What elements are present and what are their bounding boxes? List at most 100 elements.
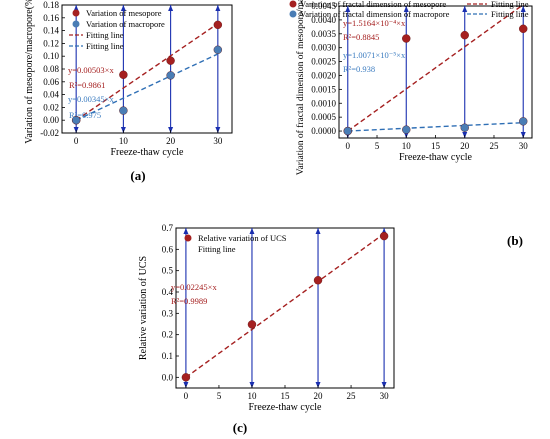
data-point-series1 xyxy=(460,123,469,132)
y-axis-label: Variation of fractal dimension of mesopo… xyxy=(295,0,306,175)
y-tick-label: 0.0040 xyxy=(311,15,336,25)
legend: Variation of fractal dimension of mesopo… xyxy=(289,0,529,19)
legend-marker xyxy=(289,0,297,8)
x-axis-label: Freeze-thaw cycle xyxy=(248,402,322,413)
x-tick-label: 20 xyxy=(314,391,324,401)
y-tick-label: 0.0035 xyxy=(311,29,336,39)
arrow-up-icon xyxy=(315,228,321,234)
panel-label: (c) xyxy=(233,420,247,435)
y-tick-label: -0.02 xyxy=(40,128,59,138)
y-axis-label: Relative variation of UCS xyxy=(138,256,149,360)
y-tick-label: 0.0000 xyxy=(311,126,336,136)
legend-label: Fitting line xyxy=(86,41,124,51)
fitting-line-1 xyxy=(75,53,219,121)
x-tick-label: 10 xyxy=(247,391,257,401)
panel-label: (a) xyxy=(130,168,145,183)
legend-marker xyxy=(289,10,297,18)
legend-label: Relative variation of UCS xyxy=(198,233,287,243)
fitting-line-1 xyxy=(347,121,524,132)
legend-label: Variation of macropore xyxy=(86,19,165,29)
y-tick-label: 0.0025 xyxy=(311,57,336,67)
y-tick-label: 0.02 xyxy=(43,102,59,112)
data-point-series1 xyxy=(402,125,411,134)
fit-equation-label: R²=0.975 xyxy=(69,110,101,120)
data-point-series1 xyxy=(166,71,175,80)
x-axis-label: Freeze-thaw cycle xyxy=(399,152,473,163)
y-tick-label: 0.12 xyxy=(43,38,59,48)
x-tick-label: 30 xyxy=(380,391,390,401)
legend-label: Fitting line xyxy=(86,30,124,40)
data-point-series0 xyxy=(313,276,323,285)
data-point-series0 xyxy=(379,231,389,241)
fit-equation-label: R²=0.9861 xyxy=(69,80,105,90)
legend-marker xyxy=(72,20,80,28)
y-tick-label: 0.16 xyxy=(43,13,59,23)
x-tick-label: 25 xyxy=(489,141,499,151)
data-point-series1 xyxy=(71,115,81,125)
legend-label: Fitting line xyxy=(491,9,529,19)
legend-marker xyxy=(184,234,192,242)
panel-1: 0.0000 0.0005 0.0010 0.0015 0.0020 0.0025 0.00… xyxy=(289,0,533,248)
x-tick-label: 5 xyxy=(217,391,222,401)
y-tick-label: 0.5 xyxy=(162,266,174,276)
panel-0: -0.02 0.00 0.02 0.04 0.06 0.08 0.10 0.12 0.14 0.1… xyxy=(24,0,233,183)
arrow-up-icon xyxy=(403,6,409,12)
panel-label: (b) xyxy=(507,233,523,248)
fit-equation-label: R²=0.9989 xyxy=(171,296,207,306)
fitting-line-0 xyxy=(185,233,385,378)
fit-equation-label: y=0.00503×x xyxy=(68,65,114,75)
data-point-series0 xyxy=(519,24,528,33)
x-tick-label: 15 xyxy=(281,391,291,401)
y-tick-label: 0.2 xyxy=(162,330,173,340)
fit-equation-label: y=0.00345×x xyxy=(68,94,114,104)
fit-equation-label: y=1.0071×10⁻⁵×x xyxy=(343,50,406,60)
data-point-series1 xyxy=(343,126,352,136)
arrow-up-icon xyxy=(249,228,255,234)
y-tick-label: 0.4 xyxy=(162,287,174,297)
x-axis-label: Freeze-thaw cycle xyxy=(110,147,184,158)
y-tick-label: 0.10 xyxy=(43,51,59,61)
x-tick-label: 20 xyxy=(460,141,470,151)
arrow-up-icon xyxy=(345,6,351,12)
x-tick-label: 0 xyxy=(184,391,189,401)
fit-equation-label: R²=0.938 xyxy=(343,64,375,74)
legend-marker xyxy=(72,9,80,17)
legend-label: Fitting line xyxy=(198,244,236,254)
legend-label: Fitting line xyxy=(491,0,529,9)
y-tick-label: 0.6 xyxy=(162,244,174,254)
y-tick-label: 0.14 xyxy=(43,26,59,36)
y-tick-label: 0.0015 xyxy=(311,84,336,94)
arrow-up-icon xyxy=(183,228,189,234)
y-tick-label: 0.0005 xyxy=(311,112,336,122)
y-tick-label: 0.06 xyxy=(43,77,59,87)
fitting-line-0 xyxy=(75,23,219,121)
data-point-series0 xyxy=(181,373,191,382)
y-tick-label: 0.0010 xyxy=(311,98,336,108)
y-tick-label: 0.08 xyxy=(43,64,59,74)
data-point-series1 xyxy=(119,106,128,115)
y-axis-label: Variation of mesopore/macropore(%) xyxy=(24,0,35,144)
data-point-series0 xyxy=(166,56,175,65)
arrow-up-icon xyxy=(120,5,126,11)
x-tick-label: 5 xyxy=(375,141,380,151)
panel-2: 0.0 0.1 0.2 0.3 0.4 0.5 0.6 0.7 0 5 10 15 20 25 30 Free… xyxy=(138,223,395,435)
y-tick-label: 0.18 xyxy=(43,0,59,10)
arrow-up-icon xyxy=(168,5,174,11)
data-point-series0 xyxy=(119,70,128,79)
data-point-series0 xyxy=(402,34,411,43)
data-point-series1 xyxy=(213,45,223,54)
y-tick-label: 0.3 xyxy=(162,308,174,318)
y-tick-label: 0.1 xyxy=(162,351,173,361)
x-tick-label: 30 xyxy=(519,141,529,151)
y-tick-label: 0.7 xyxy=(162,223,174,233)
arrow-up-icon xyxy=(462,6,468,12)
arrow-up-icon xyxy=(215,5,221,11)
legend-label: Variation of fractal dimension of mesopo… xyxy=(300,0,446,9)
legend-label: Variation of mesopore xyxy=(86,8,162,18)
x-tick-label: 15 xyxy=(431,141,441,151)
fit-equation-label: R²=0.8845 xyxy=(343,32,379,42)
fit-equation-label: y=0.02245×x xyxy=(171,282,217,292)
